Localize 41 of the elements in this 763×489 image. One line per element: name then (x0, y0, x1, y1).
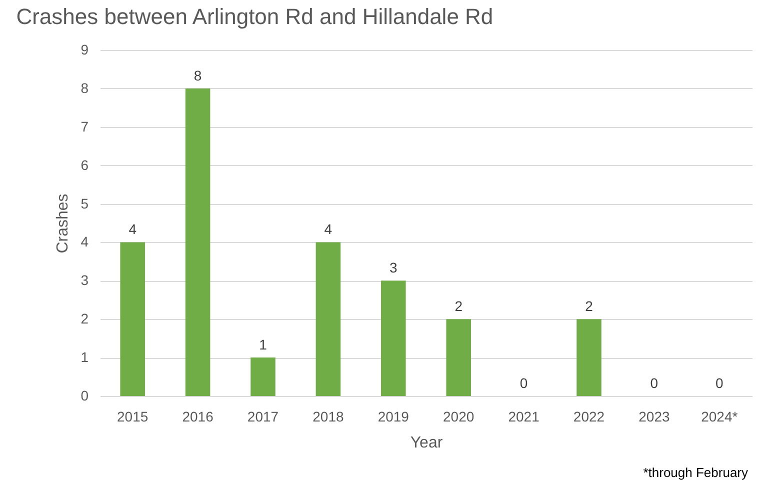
x-tick-label: 2021 (508, 408, 540, 424)
chart-title: Crashes between Arlington Rd and Hillandale Rd (16, 4, 494, 29)
x-tick-label: 2023 (638, 408, 670, 424)
y-tick-label: 1 (80, 349, 89, 366)
data-label: 2 (454, 298, 463, 314)
bar (250, 358, 276, 396)
data-label: 4 (128, 221, 137, 238)
x-tick-label: 2017 (247, 408, 279, 424)
y-tick-label: 9 (80, 42, 89, 58)
y-tick-label: 7 (80, 118, 89, 134)
x-tick-label: 2015 (117, 408, 148, 424)
y-tick-label: 8 (80, 80, 89, 96)
x-axis-title: Year (410, 434, 444, 452)
y-tick-label: 3 (80, 272, 89, 288)
x-tick-label: 2016 (182, 408, 214, 424)
y-tick-label: 5 (80, 195, 89, 212)
data-label: 0 (716, 375, 724, 391)
x-tick-label: 2019 (378, 408, 410, 424)
bar (120, 242, 145, 396)
data-label: 0 (650, 375, 658, 391)
bar (316, 242, 341, 396)
data-label: 2 (585, 298, 594, 314)
y-tick-label: 4 (80, 234, 89, 250)
data-label: 8 (194, 67, 202, 84)
data-label: 4 (324, 221, 332, 238)
bar (381, 280, 406, 396)
bar (576, 319, 602, 396)
x-tick-label: 2022 (573, 408, 605, 424)
y-tick-label: 6 (80, 156, 89, 173)
x-tick-label: 2024* (701, 408, 738, 424)
bar (446, 319, 471, 396)
text: *through February (643, 465, 748, 480)
y-tick-label: 2 (80, 310, 89, 327)
x-tick-label: 2020 (443, 408, 474, 424)
y-axis-title: Crashes (54, 194, 72, 254)
x-tick-label: 2018 (312, 408, 344, 424)
data-label: 3 (390, 260, 398, 276)
y-tick-label: 0 (80, 388, 89, 404)
bar (185, 88, 210, 396)
data-label: 0 (520, 375, 528, 391)
data-label: 1 (259, 336, 268, 353)
